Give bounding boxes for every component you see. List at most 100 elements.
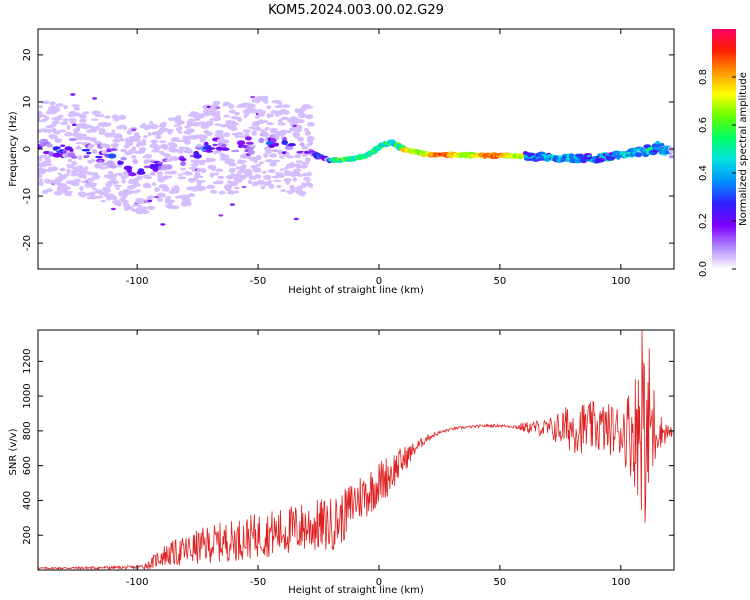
spectrogram-cell <box>144 153 153 159</box>
spectrogram-cell <box>53 130 61 135</box>
spectrogram-cell <box>178 146 185 151</box>
spectrogram-cell <box>172 205 180 210</box>
spectrogram-cell <box>228 167 237 173</box>
spectrogram-cell <box>60 144 66 147</box>
spectrogram-cell <box>307 122 315 127</box>
spectrogram-cell <box>46 188 53 193</box>
spectrogram-cell <box>176 115 182 119</box>
spectrogram-y-label: Frequency (Hz) <box>8 111 19 187</box>
spectrogram-cell <box>174 186 180 191</box>
spectrogram-cell <box>277 118 283 124</box>
spectrogram-cell <box>231 149 240 153</box>
spectrogram-cell <box>276 184 282 189</box>
spectrogram-cell <box>204 109 212 113</box>
spectrogram-cell <box>94 195 104 199</box>
spectrogram-cell <box>194 171 201 177</box>
spectrogram-cell <box>273 142 279 147</box>
snr-frame <box>37 329 675 571</box>
spectrogram-cell <box>53 146 61 150</box>
spectrogram-cell <box>237 117 243 122</box>
spectrogram-cell <box>59 121 69 126</box>
spectrogram-cell <box>253 126 261 131</box>
spectrogram-cell <box>115 187 120 190</box>
spectrogram-cell <box>153 145 161 151</box>
spectrogram-cell <box>86 177 94 183</box>
spectrogram-cell <box>66 124 71 130</box>
spectrogram-cell <box>156 197 164 202</box>
spectrogram-cell <box>267 180 273 183</box>
spectrogram-cell <box>59 167 66 172</box>
spectrogram-cell <box>77 155 83 161</box>
spectrogram-cell <box>135 189 142 193</box>
spectrogram-cell <box>143 135 148 139</box>
spectrogram-y-tick-label: 0 <box>22 146 33 152</box>
spectrogram-cell <box>298 185 307 189</box>
spectrogram-cell <box>167 175 173 179</box>
spectrogram-cell <box>258 161 264 165</box>
spectrogram-cell <box>132 203 139 207</box>
spectrogram-cell <box>192 134 200 140</box>
spectrogram-cell <box>118 114 126 120</box>
spectrogram-cell <box>84 155 90 158</box>
spectrogram-cell <box>48 124 57 128</box>
snr-x-tick-label: 100 <box>611 577 630 588</box>
spectrogram-cell <box>45 156 51 159</box>
spectrogram-cell <box>304 157 312 162</box>
spectrogram-cell <box>261 171 267 174</box>
spectrogram-cell <box>292 131 301 137</box>
spectrogram-cell <box>95 189 103 194</box>
spectrogram-cell <box>291 186 296 193</box>
spectrogram-cell <box>187 121 194 127</box>
spectrogram-cell <box>144 176 153 180</box>
spectrogram-cell <box>104 143 111 150</box>
spectrogram-cell <box>53 106 61 113</box>
spectrogram-cell <box>89 195 98 200</box>
spectrogram-cell <box>109 148 118 152</box>
spectrogram-cell <box>175 139 185 143</box>
spectrogram-cell <box>191 112 198 118</box>
spectrogram-cell <box>101 150 109 155</box>
snr-y-tick-label: 800 <box>22 421 33 440</box>
spectrogram-cell <box>90 118 99 121</box>
spectrogram-marks <box>38 93 674 226</box>
spectrogram-cell <box>115 165 123 168</box>
spectrogram-cell <box>132 183 141 187</box>
spectrogram-cell <box>141 206 147 211</box>
spectrogram-cell <box>90 159 96 163</box>
spectrogram-cell <box>281 142 288 145</box>
spectrogram-cell <box>81 174 87 179</box>
spectrogram-cell <box>306 136 315 141</box>
spectrogram-cell <box>74 107 81 111</box>
spectrogram-cell <box>64 173 70 177</box>
spectrogram-cell <box>70 93 76 96</box>
spectrogram-cell <box>280 189 287 192</box>
spectrogram-cell <box>141 139 147 144</box>
spectrogram-cell <box>236 140 246 146</box>
spectrogram-cell <box>149 171 156 176</box>
spectrogram-cell <box>197 143 202 148</box>
snr-y-tick-label: 1000 <box>22 383 33 408</box>
spectrogram-cell <box>80 191 86 195</box>
spectrogram-cell <box>38 174 43 179</box>
spectrogram-cell <box>93 172 99 177</box>
spectrogram-cell <box>103 189 112 193</box>
spectrogram-cell <box>112 138 121 143</box>
spectrogram-cell <box>177 176 187 180</box>
spectrogram-cell <box>263 174 272 180</box>
spectrogram-cell <box>164 164 173 170</box>
snr-panel: -100 -50 0 50 100 200 400 600 800 1000 1200 Heigh… <box>8 329 675 596</box>
spectrogram-cell <box>217 175 224 179</box>
spectrogram-cell <box>167 199 176 203</box>
spectrogram-cell <box>234 190 240 194</box>
spectrogram-cell <box>120 156 127 161</box>
colorbar-tick-label: 0.4 <box>698 165 709 181</box>
spectrogram-cell <box>188 193 196 197</box>
spectrogram-cell <box>250 95 256 99</box>
spectrogram-cell <box>218 190 227 195</box>
spectrogram-cell <box>151 139 157 145</box>
spectrogram-cell <box>163 153 171 159</box>
spectrogram-cell <box>262 132 270 137</box>
spectrogram-cell <box>46 143 53 148</box>
spectrogram-cell <box>93 111 102 114</box>
spectrogram-cell <box>69 119 77 124</box>
